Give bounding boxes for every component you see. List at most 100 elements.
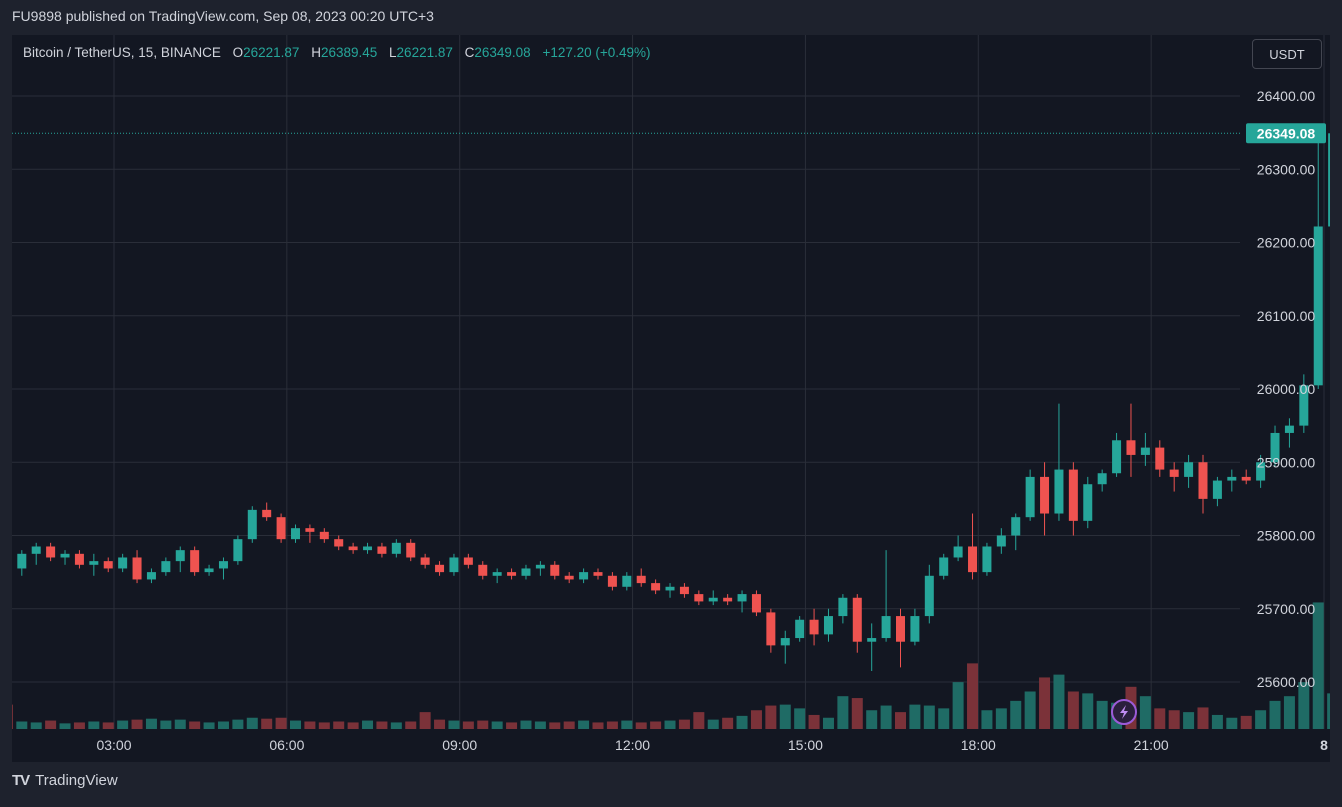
candle-body [1256,462,1266,481]
volume-bar [462,721,474,729]
volume-bar [275,717,287,729]
volume-bar [693,712,705,729]
volume-bar [678,719,690,729]
candle-body [161,561,171,573]
volume-bar [1053,674,1065,729]
volume-bar [145,718,157,729]
volume-bar [1039,677,1051,729]
candle-body [204,568,214,573]
candle-body [218,561,228,569]
footer-brand-name: TradingView [35,772,118,789]
candle-body [809,619,819,635]
volume-bar [506,722,518,729]
volume-bar [880,705,892,729]
candle-body [1068,469,1078,521]
volume-bar [981,710,993,729]
volume-bar [405,721,417,729]
candle-body [60,553,70,558]
volume-bar [621,720,633,729]
legend-change: +127.20 (+0.49%) [542,45,651,60]
currency-button[interactable]: USDT [1252,39,1322,69]
candle-body [1299,385,1309,426]
candle-body [593,572,603,576]
volume-bar [217,721,229,729]
candle-body [723,597,733,602]
y-tick-label: 26100.00 [1257,308,1316,324]
candle-body [1270,432,1280,463]
candle-body [391,542,401,554]
candle-body [996,535,1006,547]
legend-open-value: 26221.87 [243,45,300,60]
volume-bar [851,698,863,729]
volume-bar [520,720,532,729]
candle-body [190,550,200,573]
candle-body [521,568,531,576]
volume-bar [895,712,906,729]
candle-body [1025,476,1035,518]
candle-body [1155,447,1165,470]
volume-bar [30,722,42,729]
x-tick-label: 21:00 [1134,737,1169,753]
candle-body [1241,476,1251,481]
volume-bar [419,712,431,729]
volume-bar [232,719,244,729]
candle-body [823,616,833,635]
candle-body [334,539,344,547]
volume-bar [203,722,215,729]
volume-bar [909,704,921,729]
y-tick-label: 25700.00 [1257,601,1316,617]
volume-bar [318,722,330,729]
candle-body [492,572,502,576]
candle-body [420,557,430,565]
volume-bar [1269,700,1281,729]
volume-bar [362,720,374,729]
x-tick-label: 03:00 [96,737,131,753]
candle-body [46,546,56,558]
candle-body [535,564,545,569]
candle-body [175,550,185,562]
volume-bar [1283,696,1295,729]
y-tick-label: 26400.00 [1257,88,1316,104]
candle-body [17,553,27,569]
candle-body [435,564,445,573]
candle-body [1054,469,1064,514]
y-tick-label: 25900.00 [1257,454,1316,470]
legend-high-value: 26389.45 [320,45,378,60]
candle-body [780,638,790,646]
candle-body [564,575,574,580]
candle-body [968,546,978,573]
candle-body [463,557,473,565]
candle-body [449,557,459,573]
volume-bar [390,722,402,729]
volume-bar [261,718,273,729]
x-tick-label: 18:00 [961,737,996,753]
candle-body [737,594,747,602]
volume-bar [664,720,676,729]
candle-body [1126,440,1136,455]
x-tick-label: 15:00 [788,737,823,753]
volume-bar [779,704,791,729]
candle-body [1198,462,1208,499]
last-price-label: 26349.08 [1257,125,1316,141]
volume-bar [477,720,489,729]
volume-bar [1298,682,1310,729]
candle-body [291,528,300,540]
volume-bar [491,721,503,729]
volume-bar [174,719,186,729]
volume-bar [16,721,28,729]
candle-body [1212,480,1222,499]
volume-bar [1067,691,1079,729]
x-tick-label: 06:00 [269,737,304,753]
volume-bar [822,717,834,729]
volume-bar [837,696,849,729]
volume-bar [376,721,388,729]
price-chart[interactable]: 26400.00 26300.00 26200.00 26100.00 26000.00… [12,35,1330,762]
volume-bar [1154,708,1166,729]
candle-body [363,546,373,551]
candle-body [146,572,156,580]
footer-brand[interactable]: TV TradingView [12,772,118,789]
chart-panel[interactable]: 26400.00 26300.00 26200.00 26100.00 26000.00… [12,35,1330,762]
volume-bar [549,722,561,729]
candle-body [607,575,617,587]
volume-bar [808,714,820,729]
